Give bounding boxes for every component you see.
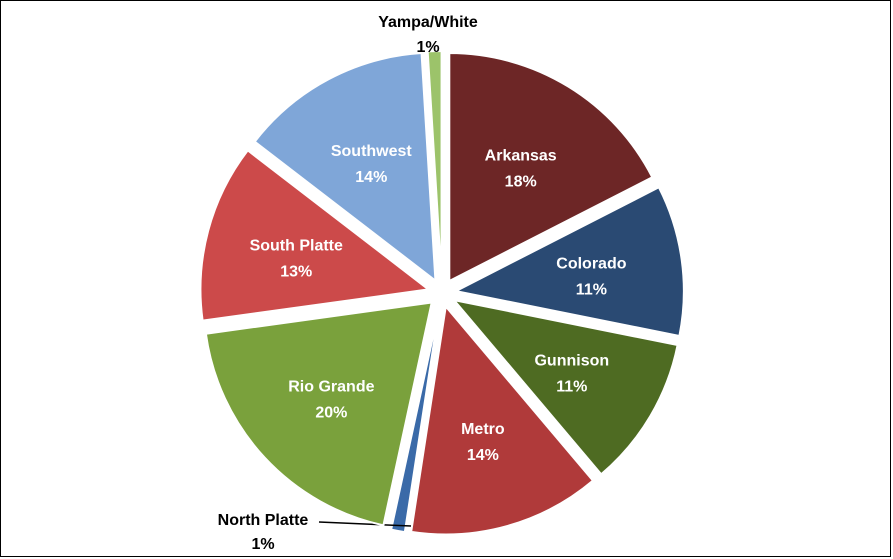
slice-percent: 11% <box>576 281 607 298</box>
slice-label: Metro <box>461 421 505 438</box>
slice-wedge <box>199 148 431 322</box>
slice-wedge <box>452 185 685 338</box>
slice-yampa-white: Yampa/White 1% <box>378 14 478 280</box>
slice-label: Gunnison <box>534 353 609 370</box>
slice-label: Yampa/White <box>378 14 478 31</box>
slice-wedge <box>410 304 595 536</box>
slice-label: Arkansas <box>485 147 557 164</box>
slice-metro: Metro 14% <box>410 304 595 536</box>
slice-north-platte: North Platte 1% <box>218 306 441 553</box>
slice-south-platte: South Platte 13% <box>199 148 431 322</box>
slice-label: Southwest <box>331 143 413 160</box>
slice-percent: 14% <box>467 447 499 464</box>
slice-label: Rio Grande <box>288 378 374 395</box>
slice-arkansas: Arkansas 18% <box>448 52 654 283</box>
slice-percent: 18% <box>505 173 537 190</box>
slice-percent: 11% <box>556 379 587 396</box>
slice-colorado: Colorado 11% <box>452 185 685 338</box>
slice-percent: 13% <box>280 263 312 280</box>
slice-wedge <box>389 306 441 534</box>
slice-wedge <box>426 50 443 280</box>
slice-label: Colorado <box>556 255 626 272</box>
slice-percent: 1% <box>416 39 439 56</box>
slice-wedge <box>448 52 654 283</box>
slice-percent: 1% <box>251 536 274 553</box>
slice-label: North Platte <box>218 512 309 529</box>
slice-rio-grande: Rio Grande 20% <box>204 301 434 527</box>
slice-gunnison: Gunnison 11% <box>451 298 679 476</box>
slice-southwest: Southwest 14% <box>253 51 437 283</box>
slice-wedge <box>204 301 434 527</box>
slice-wedge <box>451 298 679 476</box>
slice-label: South Platte <box>250 237 343 254</box>
slice-percent: 20% <box>315 404 347 421</box>
slice-wedge <box>253 51 437 283</box>
leader-line <box>318 521 412 527</box>
slice-percent: 14% <box>355 169 387 186</box>
